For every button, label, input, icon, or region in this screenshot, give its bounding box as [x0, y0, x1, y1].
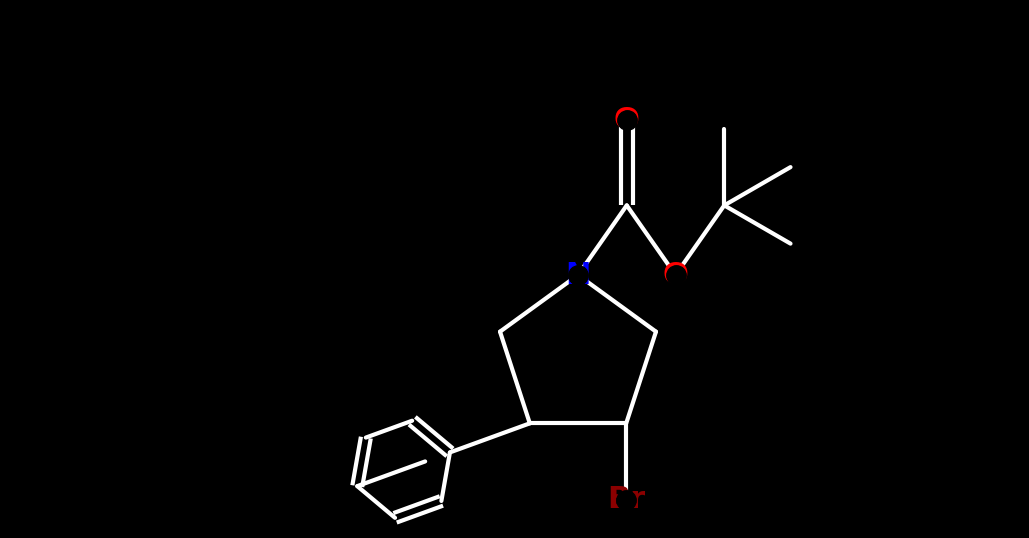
Text: N: N — [565, 260, 591, 289]
Text: O: O — [663, 260, 688, 289]
Text: Br: Br — [607, 485, 645, 514]
Text: O: O — [614, 106, 640, 135]
